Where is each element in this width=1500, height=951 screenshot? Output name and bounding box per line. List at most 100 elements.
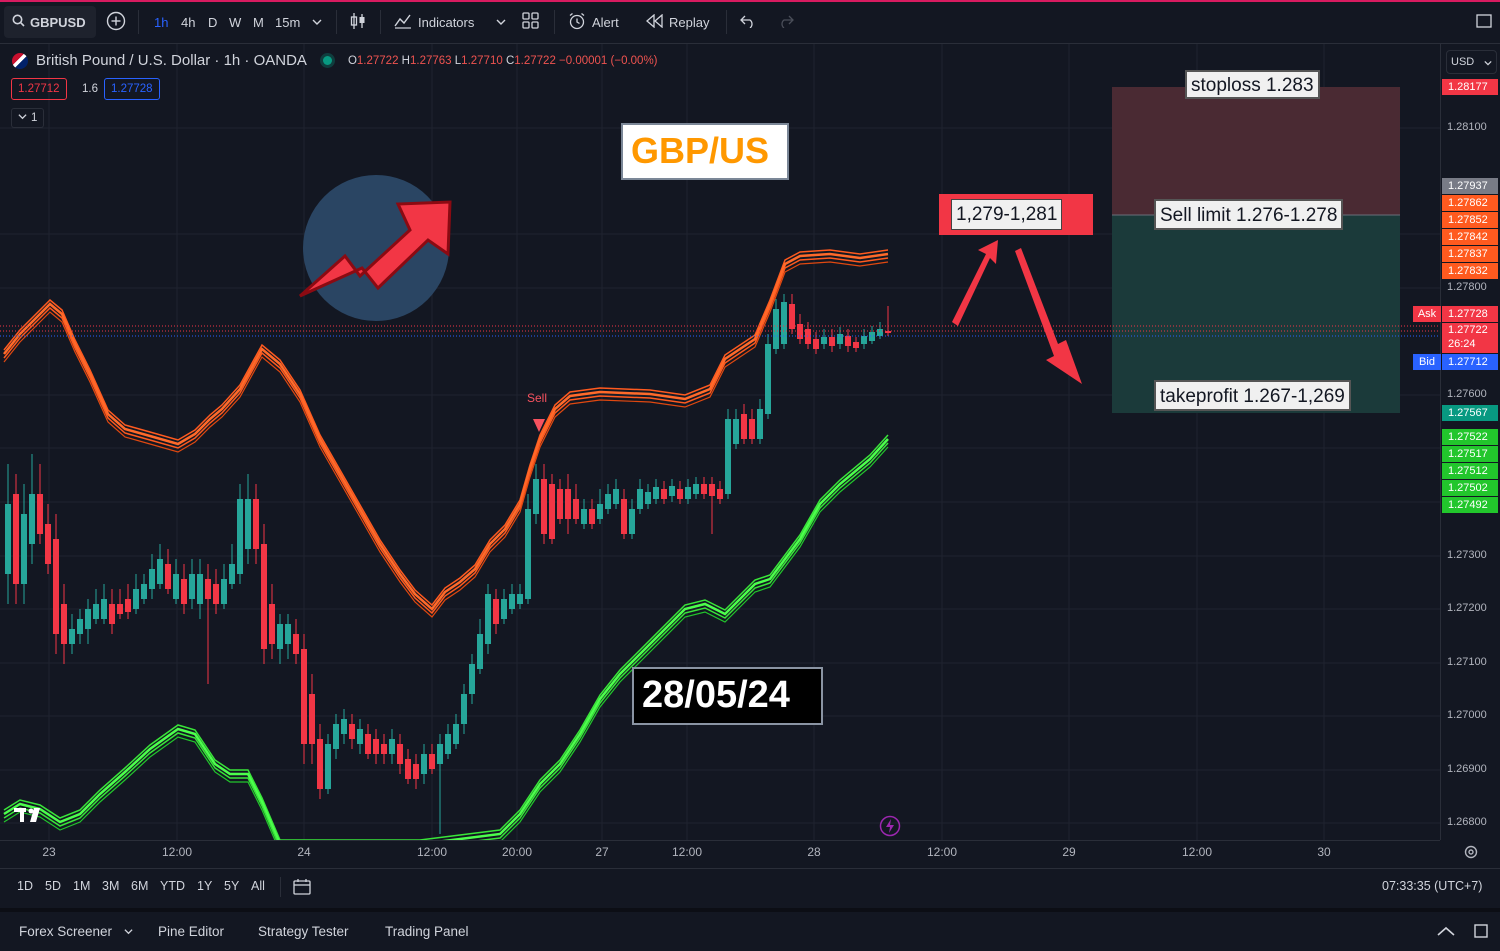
- settings-gear-icon[interactable]: [1463, 844, 1479, 865]
- candle-body: [189, 574, 195, 599]
- redo-button[interactable]: [778, 6, 794, 38]
- candle-body: [709, 484, 715, 496]
- clock-timezone[interactable]: 07:33:35 (UTC+7): [1382, 879, 1483, 893]
- range-5d[interactable]: 5D: [45, 879, 61, 893]
- tab-pine-editor[interactable]: Pine Editor: [158, 924, 225, 939]
- candle-body: [205, 579, 211, 599]
- undo-button[interactable]: [740, 6, 756, 38]
- time-axis[interactable]: 23 12:00 24 12:00 20:00 27 12:00 28 12:0…: [0, 840, 1440, 864]
- bottom-panel-bar: Forex Screener Pine Editor Strategy Test…: [0, 908, 1500, 951]
- tab-trading-panel[interactable]: Trading Panel: [385, 924, 469, 939]
- sell-limit-annotation[interactable]: Sell limit 1.276-1.278: [1154, 199, 1344, 230]
- fullscreen-icon: [1476, 13, 1492, 31]
- price-label: 1.28100: [1447, 121, 1487, 133]
- range-ytd[interactable]: YTD: [160, 879, 185, 893]
- date-range-button[interactable]: [293, 878, 311, 900]
- candle-body: [477, 634, 483, 669]
- band-price-tag: 1.27842: [1442, 229, 1498, 245]
- candle-body: [117, 604, 123, 614]
- candle-body: [549, 484, 555, 539]
- candle-body: [501, 599, 507, 619]
- timeframe-d[interactable]: D: [208, 14, 218, 30]
- range-1y[interactable]: 1Y: [197, 879, 213, 893]
- sell-signal-label: Sell: [527, 391, 548, 405]
- candle-body: [237, 499, 243, 574]
- candle-body: [621, 499, 627, 534]
- top-toolbar: GBPUSD 1h 4h D W M 15m Indicators: [0, 0, 1500, 44]
- indicators-dropdown[interactable]: [496, 6, 506, 38]
- stoploss-price-tag: 1.28177: [1442, 79, 1498, 95]
- band-price-tag: 1.27852: [1442, 212, 1498, 228]
- range-6m[interactable]: 6M: [131, 879, 149, 893]
- candle-body: [365, 734, 371, 754]
- time-label: 24: [297, 845, 311, 859]
- currency-dropdown[interactable]: USD: [1446, 50, 1497, 74]
- price-lines: [0, 325, 1440, 337]
- candle-body: [61, 604, 67, 644]
- takeprofit-annotation[interactable]: takeprofit 1.267-1,269: [1154, 380, 1351, 411]
- candle-body: [725, 419, 731, 494]
- timeframe-15m[interactable]: 15m: [275, 14, 301, 30]
- buy-price-button[interactable]: 1.27728: [104, 78, 160, 100]
- maximize-panel-icon[interactable]: [1474, 924, 1488, 943]
- candle-body: [773, 309, 779, 349]
- tradingview-logo-icon: [14, 804, 48, 831]
- layout-button[interactable]: [522, 6, 539, 38]
- timeframe-1h[interactable]: 1h: [154, 14, 169, 30]
- ohlc-values: O1.27722 H1.27763 L1.27710 C1.27722 −0.0…: [347, 54, 658, 67]
- indicators-button[interactable]: Indicators: [394, 6, 474, 38]
- price-scale[interactable]: USD 1.28100 1.27800 1.27600 1.27300 1.27…: [1413, 44, 1500, 840]
- timeframe-w[interactable]: W: [229, 14, 242, 30]
- top-accent-line: [0, 0, 1500, 2]
- candle-body: [381, 744, 387, 754]
- add-symbol-button[interactable]: [106, 6, 126, 38]
- chevron-up-icon[interactable]: [1436, 924, 1456, 942]
- range-3m[interactable]: 3M: [102, 879, 120, 893]
- chart-type-button[interactable]: [350, 6, 366, 38]
- chevron-down-icon: [124, 924, 133, 939]
- candle-body: [829, 337, 835, 346]
- pair-title-annotation[interactable]: GBP/US: [621, 123, 789, 180]
- time-label: 20:00: [501, 845, 533, 859]
- ask-label: Ask: [1413, 306, 1441, 322]
- replay-button[interactable]: Replay: [646, 6, 709, 38]
- range-1m[interactable]: 1M: [73, 879, 91, 893]
- timeframe-4h[interactable]: 4h: [181, 14, 196, 30]
- time-label: 28: [807, 845, 821, 859]
- time-label: 12:00: [161, 845, 193, 859]
- stoploss-zone: [1112, 87, 1400, 215]
- indicators-icon: [394, 13, 412, 32]
- candle-body: [197, 574, 203, 604]
- candle-body: [213, 584, 219, 604]
- envelope-bands: [3, 249, 889, 840]
- tab-forex-screener[interactable]: Forex Screener: [19, 924, 133, 939]
- price-label: 1.27600: [1447, 388, 1487, 400]
- stoploss-annotation[interactable]: stoploss 1.283: [1185, 70, 1320, 99]
- time-label: 30: [1317, 845, 1331, 859]
- candle-body: [373, 739, 379, 754]
- candle-body: [157, 559, 163, 584]
- timeframe-m[interactable]: M: [253, 14, 264, 30]
- timeframe-dropdown[interactable]: [312, 6, 322, 38]
- band-price-tag: 1.27522: [1442, 429, 1498, 445]
- fullscreen-button[interactable]: [1476, 6, 1492, 38]
- zone-annotation[interactable]: 1,279-1,281: [951, 199, 1063, 230]
- tab-strategy-tester[interactable]: Strategy Tester: [258, 924, 349, 939]
- indicator-collapse-button[interactable]: 1: [11, 108, 45, 128]
- date-annotation[interactable]: 28/05/24: [632, 667, 823, 725]
- candle-body: [349, 724, 355, 739]
- sell-price-button[interactable]: 1.27712: [11, 78, 67, 100]
- alert-button[interactable]: Alert: [568, 6, 619, 38]
- price-label: 1.27000: [1447, 709, 1487, 721]
- candle-body: [141, 584, 147, 599]
- range-1d[interactable]: 1D: [17, 879, 33, 893]
- range-all[interactable]: All: [251, 879, 265, 893]
- candle-body: [165, 564, 171, 589]
- lightning-icon[interactable]: [879, 815, 901, 842]
- upper-band-line: [3, 257, 889, 615]
- candle-body: [461, 694, 467, 724]
- candle-body: [21, 514, 27, 584]
- range-5y[interactable]: 5Y: [224, 879, 240, 893]
- candle-body: [485, 594, 491, 644]
- symbol-search-button[interactable]: GBPUSD: [4, 6, 96, 38]
